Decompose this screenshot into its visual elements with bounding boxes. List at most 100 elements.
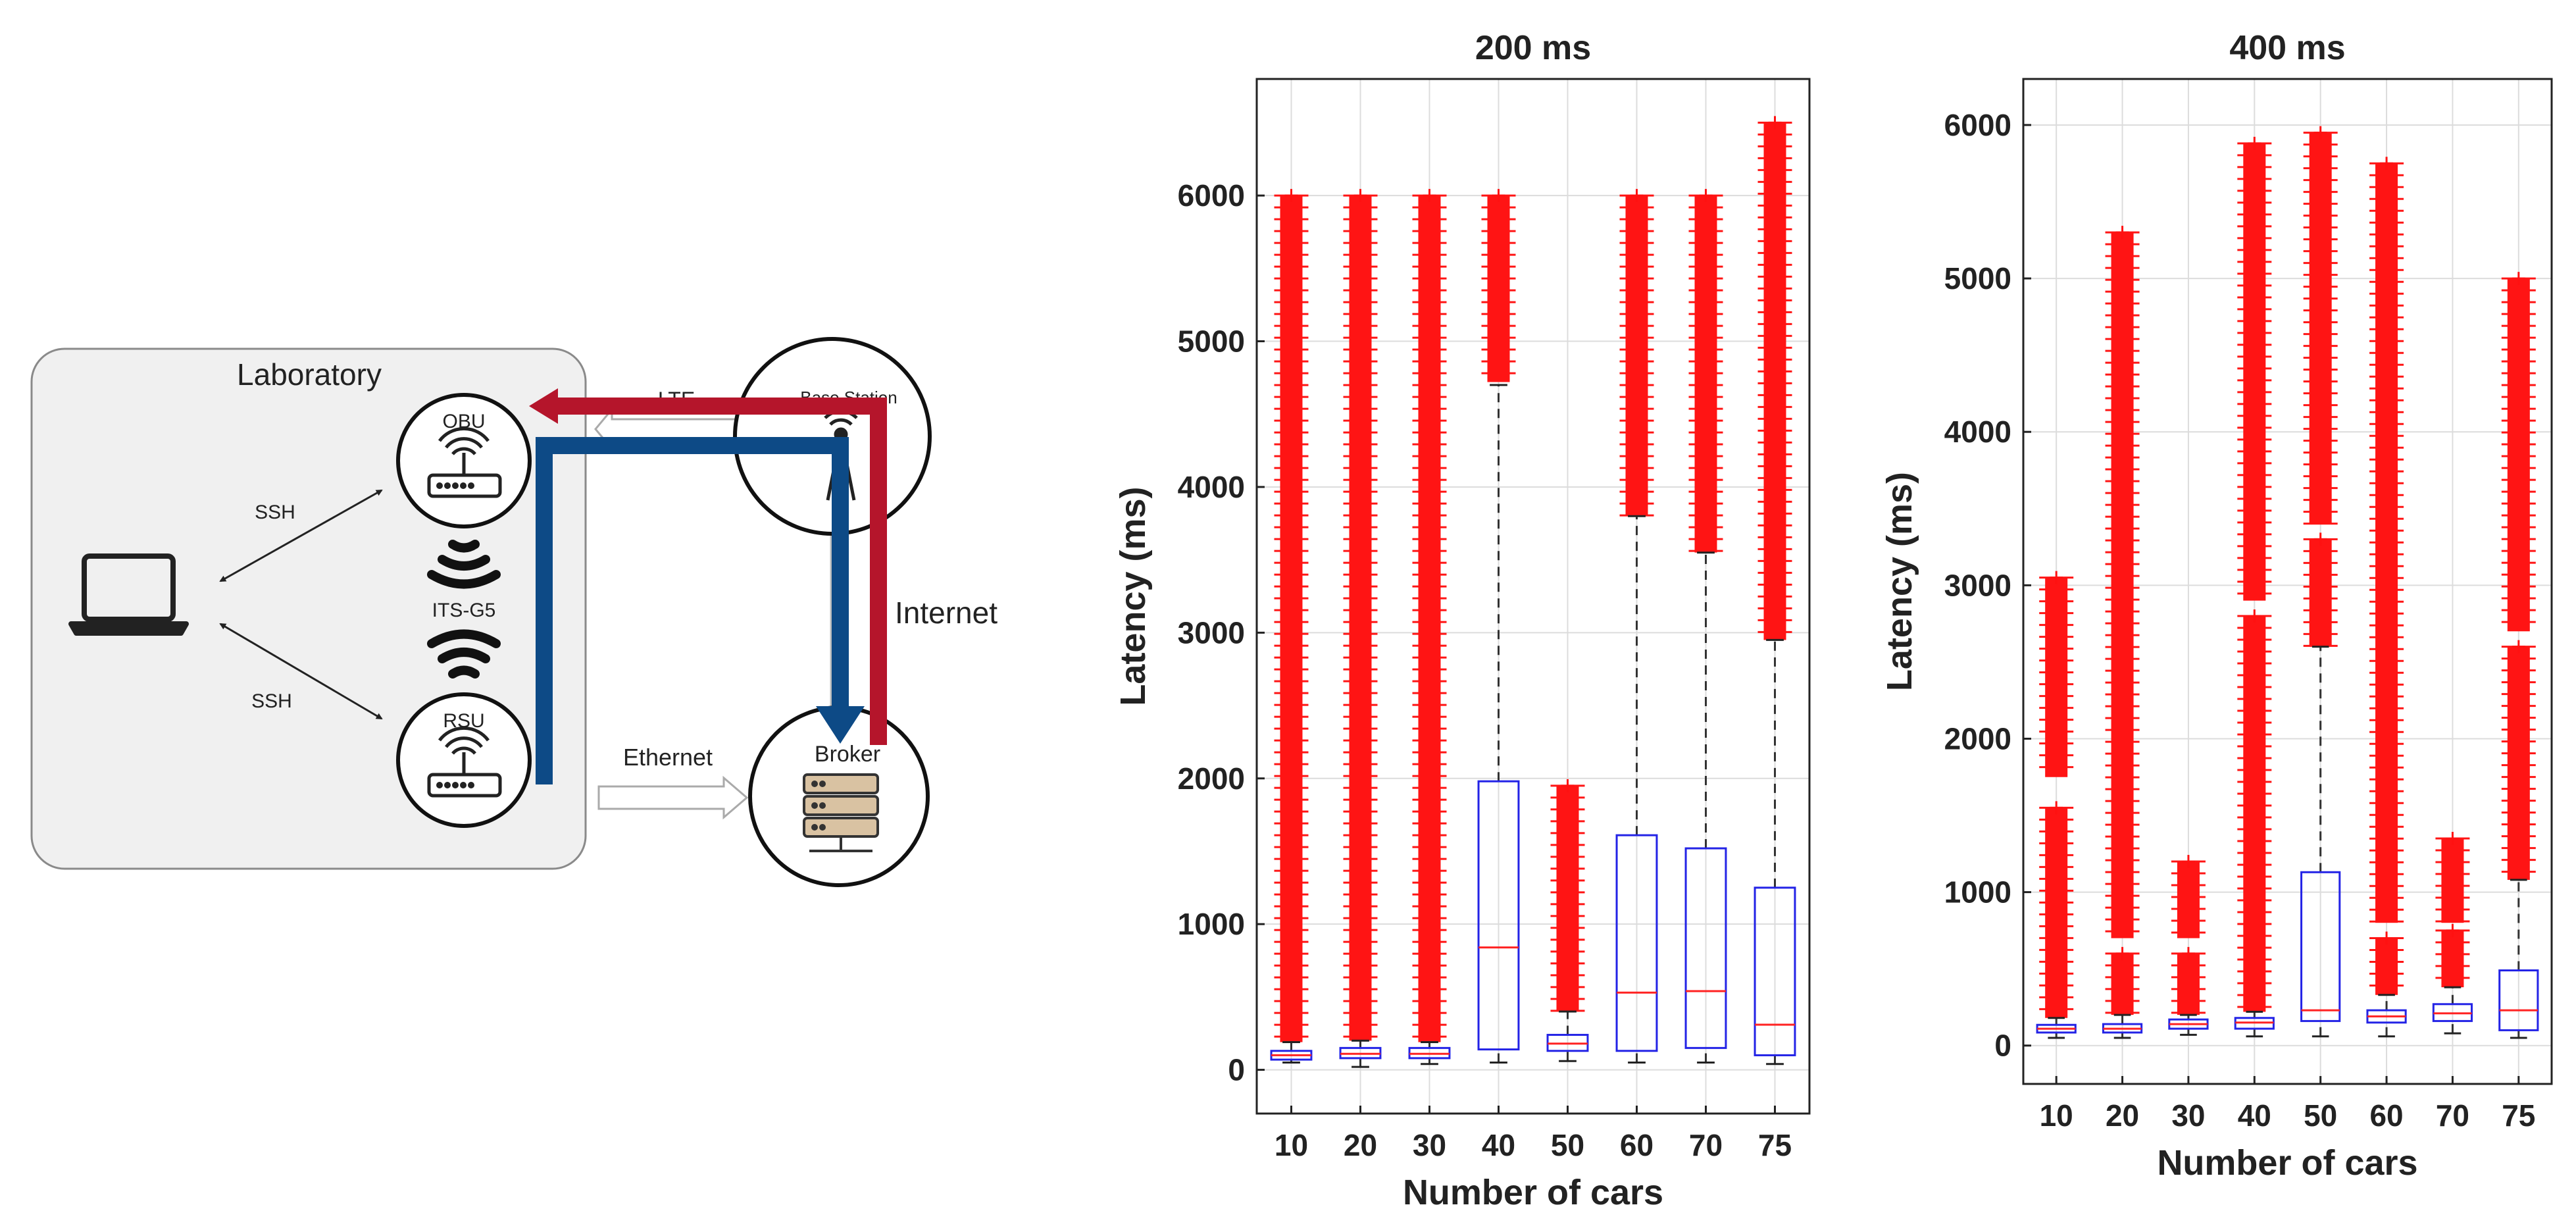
y-tick-label: 3000	[1178, 615, 1245, 650]
chart-title: 200 ms	[1475, 29, 1591, 67]
y-tick-label: 5000	[1178, 324, 1245, 359]
outlier-marker	[2380, 157, 2394, 170]
ssh-arrow-bottom	[219, 623, 383, 720]
y-tick-label: 4000	[1944, 415, 2011, 449]
outlier-marker	[2248, 136, 2261, 150]
outlier-band	[2045, 577, 2068, 777]
outlier-band	[1280, 195, 1303, 1042]
ssh-label-bottom: SSH	[251, 690, 292, 712]
lte-path-red	[529, 388, 887, 745]
y-tick-label: 3000	[1944, 568, 2011, 602]
x-tick-label: 10	[1275, 1128, 1308, 1162]
y-tick-label: 1000	[1944, 875, 2011, 910]
y-tick-label: 6000	[1944, 108, 2011, 142]
outlier-marker	[1492, 189, 1505, 203]
outlier-marker	[2446, 923, 2460, 937]
ssh-arrow-top	[219, 489, 383, 582]
outlier-band	[2507, 278, 2530, 632]
x-tick-label: 40	[1482, 1128, 1515, 1162]
x-tick-label: 50	[2304, 1098, 2337, 1133]
chart-title: 400 ms	[2229, 29, 2345, 67]
y-tick-label: 2000	[1178, 761, 1245, 796]
x-tick-label: 70	[1689, 1128, 1723, 1162]
outlier-band	[1625, 195, 1648, 517]
x-tick-label: 70	[2436, 1098, 2469, 1133]
x-tick-label: 10	[2040, 1098, 2073, 1133]
outlier-marker	[1561, 779, 1575, 792]
y-tick-label: 5000	[1944, 261, 2011, 295]
outlier-marker	[1284, 189, 1298, 203]
outlier-marker	[1768, 116, 1782, 130]
plot-frame	[2022, 78, 2553, 1085]
plot-frame	[1255, 78, 1811, 1115]
outlier-band	[1763, 122, 1786, 640]
ethernet-arrow	[597, 775, 749, 820]
x-tick-label: 30	[1413, 1128, 1446, 1162]
x-tick-label: 20	[2106, 1098, 2139, 1133]
router-icon	[427, 426, 502, 498]
x-tick-label: 40	[2238, 1098, 2271, 1133]
y-axis-label: Latency (ms)	[1880, 472, 1919, 691]
outlier-marker	[2115, 226, 2129, 240]
outlier-marker	[2181, 854, 2195, 868]
outlier-marker	[1630, 189, 1644, 203]
ssh-label-top: SSH	[255, 501, 295, 523]
broker-label: Broker	[815, 742, 880, 767]
y-tick-label: 0	[1994, 1029, 2011, 1063]
plot-background	[2023, 79, 2552, 1084]
outlier-marker	[2380, 931, 2394, 945]
x-tick-label: 75	[1758, 1128, 1792, 1162]
outlier-marker	[2512, 272, 2525, 286]
outlier-marker	[2313, 126, 2327, 140]
network-diagram: Laboratory SSH SSH OBU RSU	[30, 337, 998, 887]
x-tick-label: 30	[2171, 1098, 2205, 1133]
outlier-marker	[2313, 532, 2327, 546]
outlier-band	[2111, 953, 2134, 1015]
wifi-signal-icon	[427, 629, 501, 679]
outlier-band	[2177, 953, 2200, 1015]
boxplot-200ms: 0 1000 2000 3000 4000 5000 6000 10 20 30 40 50 60 70 7…	[1113, 29, 1811, 1212]
router-icon	[427, 726, 502, 798]
x-tick-label: 60	[1620, 1128, 1654, 1162]
broker-path-blue	[536, 437, 865, 784]
outlier-marker	[2050, 571, 2063, 584]
laboratory-label: Laboratory	[237, 357, 382, 392]
x-tick-label: 60	[2369, 1098, 2403, 1133]
outlier-marker	[1353, 189, 1367, 203]
x-tick-label: 20	[1344, 1128, 1377, 1162]
outlier-marker	[2181, 946, 2195, 960]
outlier-band	[2243, 615, 2266, 1012]
internet-label: Internet	[895, 596, 998, 630]
outlier-marker	[2050, 801, 2063, 815]
box-iqr	[2498, 969, 2539, 1031]
outlier-marker	[2512, 640, 2525, 654]
box-iqr	[2300, 871, 2341, 1022]
outlier-band	[2243, 143, 2266, 601]
y-tick-label: 6000	[1178, 178, 1245, 213]
outlier-marker	[2248, 609, 2261, 623]
outlier-marker	[1423, 189, 1436, 203]
ethernet-label: Ethernet	[623, 744, 713, 771]
y-tick-label: 4000	[1178, 470, 1245, 504]
x-tick-label: 75	[2502, 1098, 2535, 1133]
x-axis-label: Number of cars	[1403, 1173, 1663, 1212]
outlier-band	[1418, 195, 1441, 1042]
outlier-band	[2507, 646, 2530, 880]
y-tick-label: 2000	[1944, 721, 2011, 756]
wifi-signal-icon	[427, 540, 501, 589]
outlier-band	[2309, 539, 2332, 647]
box-iqr	[1477, 780, 1520, 1051]
laptop-icon	[68, 553, 189, 636]
server-rack-icon	[803, 773, 879, 852]
y-tick-label: 0	[1228, 1053, 1245, 1087]
outlier-band	[1556, 785, 1579, 1012]
its-g5-label: ITS-G5	[432, 600, 496, 621]
y-tick-label: 1000	[1178, 907, 1245, 941]
outlier-band	[1487, 195, 1510, 382]
outlier-marker	[2115, 946, 2129, 960]
y-axis-label: Latency (ms)	[1113, 486, 1153, 706]
boxplot-400ms: 0 1000 2000 3000 4000 5000 6000 10 20 30 40 50 60 70 7…	[1880, 29, 2553, 1183]
box-iqr	[1684, 847, 1727, 1049]
box-iqr	[1754, 886, 1796, 1056]
